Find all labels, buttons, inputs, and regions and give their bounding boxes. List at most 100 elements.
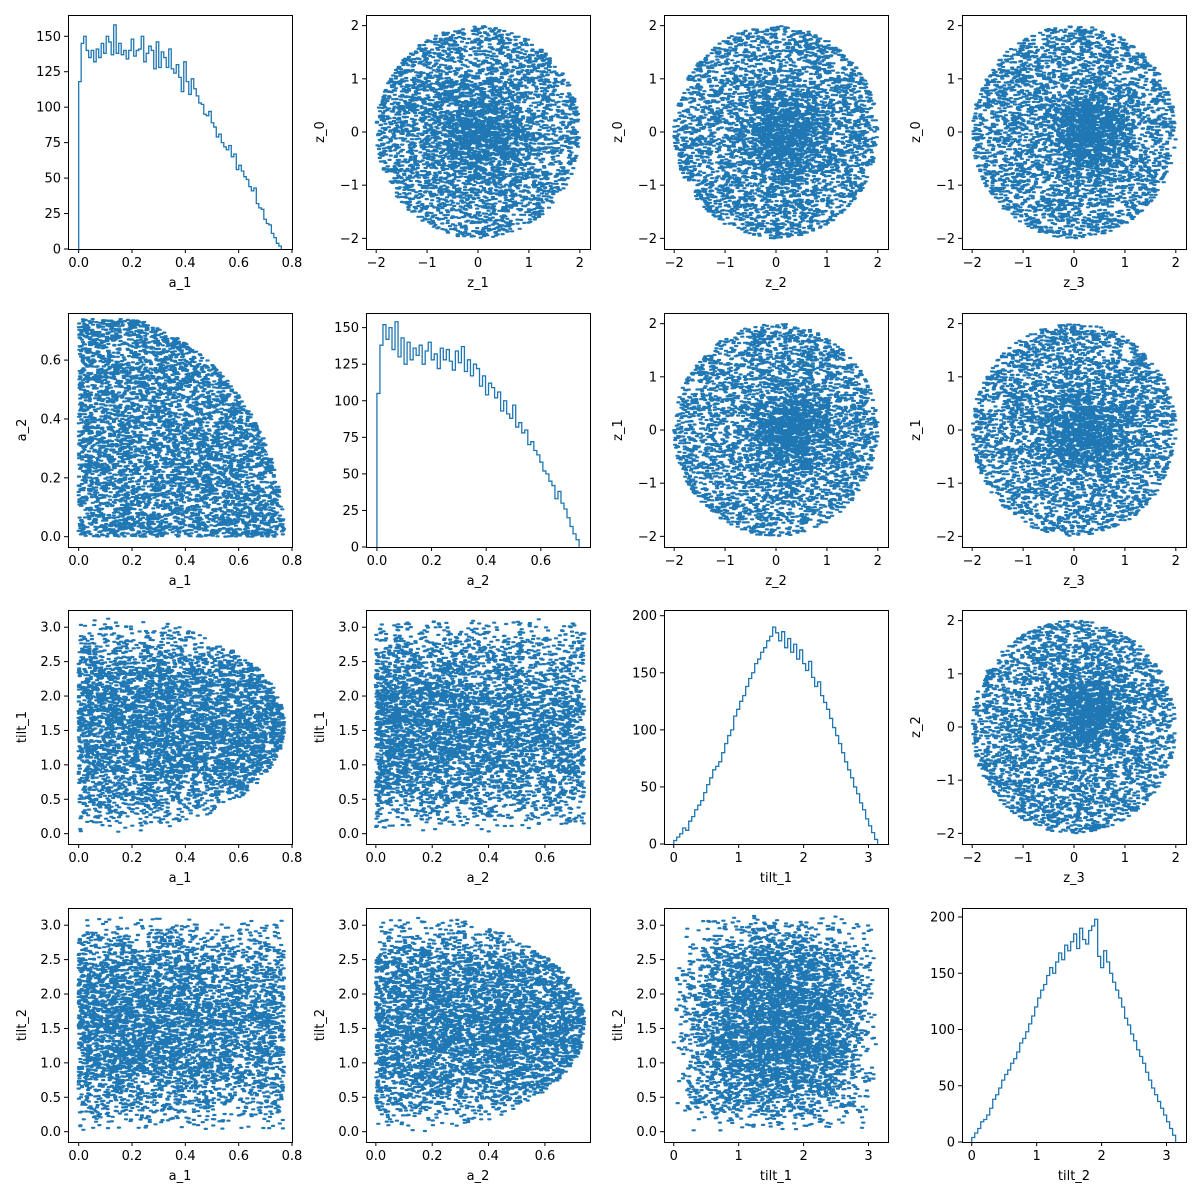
panel-2-0-tilt1-vs-a1: 0.0 0.2 0.4 0.6 0.8 0.0 0.5 1.0 1.5 2.0 2.5 3.0 a_1 t… [15, 610, 302, 886]
panel-2-3-plot-area [970, 619, 1177, 835]
panel-1-2-xtick-label: 2 [874, 554, 882, 569]
panel-3-2-xtick-label: 3 [864, 1149, 872, 1164]
panel-1-0-ytick-label: 0.4 [40, 412, 61, 427]
panel-2-1-xtick-label: 0.6 [535, 851, 556, 866]
panel-3-3-xlabel: tilt_2 [1058, 1169, 1090, 1184]
panel-0-2-ytick-label: −1 [638, 179, 657, 194]
panel-0-2-ytick-label: 0 [649, 126, 657, 141]
panel-1-2-ytick-label: −2 [638, 530, 657, 545]
panel-3-3-ytick-label: 0 [947, 1136, 955, 1151]
panel-3-0-xtick-label: 0.8 [282, 1149, 303, 1164]
panel-3-1-ylabel: tilt_2 [313, 1009, 328, 1041]
panel-2-3-ytick-label: 1 [947, 667, 955, 682]
panel-3-1-xtick-label: 0.6 [535, 1149, 556, 1164]
panel-0-2-ytick-label: −2 [638, 232, 657, 247]
panel-2-1-ytick-label: 1.5 [338, 724, 359, 739]
panel-0-1-xtick-label: 0 [474, 256, 482, 271]
panel-1-3-ytick-label: 1 [947, 370, 955, 385]
panel-3-2-xlabel: tilt_1 [760, 1169, 792, 1184]
panel-1-2-ytick-label: −1 [638, 477, 657, 492]
panel-3-2-ytick-label: 2.0 [636, 988, 657, 1003]
panel-3-1-xtick-label: 0.2 [422, 1149, 443, 1164]
panel-0-2-ylabel: z_0 [611, 121, 626, 143]
panel-0-0-xtick-label: 0.8 [282, 256, 303, 271]
panel-1-3-xtick-label: 1 [1121, 554, 1129, 569]
panel-0-2-z0-vs-z2: −2 −1 0 1 2 −2 −1 0 1 2 z_2 z_0 [611, 15, 889, 291]
panel-2-2-hist-tilt1: 0 1 2 3 0 50 100 150 200 tilt_1 [632, 609, 889, 886]
panel-1-2-ytick-label: 1 [649, 370, 657, 385]
panel-2-2-xtick-label: 3 [864, 851, 872, 866]
panel-0-1-ytick-label: −1 [340, 179, 359, 194]
panel-0-1-ylabel: z_0 [313, 121, 328, 143]
panel-2-1-tilt1-vs-a2: 0.0 0.2 0.4 0.6 0.0 0.5 1.0 1.5 2.0 2.5 3.0 a_2 tilt… [313, 610, 591, 886]
panel-1-1-plot-area [376, 321, 580, 547]
panel-0-0-ytick-label: 150 [36, 30, 61, 45]
panel-2-2-xlabel: tilt_1 [760, 871, 792, 886]
panel-0-3-ytick-label: 1 [947, 72, 955, 87]
panel-3-0-ylabel: tilt_2 [15, 1009, 30, 1041]
panel-3-0-xtick-label: 0.4 [175, 1149, 196, 1164]
panel-3-3-plot-area [971, 918, 1177, 1142]
panel-1-0-ytick-label: 0.2 [40, 471, 61, 486]
panel-3-0-xtick-label: 0.0 [68, 1149, 89, 1164]
panel-1-1-axes-frame [366, 313, 591, 548]
panel-1-3-ylabel: z_1 [909, 419, 924, 441]
panel-2-1-xtick-label: 0.0 [366, 851, 387, 866]
panel-1-0-ytick-label: 0.0 [40, 530, 61, 545]
panel-3-2-ytick-label: 0.5 [636, 1091, 657, 1106]
panel-1-1-ytick-label: 25 [342, 504, 359, 519]
panel-1-3-scatter-points [970, 323, 1178, 537]
panel-0-1-plot-area [374, 25, 581, 239]
panel-1-2-xtick-label: −1 [716, 554, 735, 569]
panel-2-1-ytick-label: 0.5 [338, 793, 359, 808]
panel-2-0-ylabel: tilt_1 [15, 711, 30, 743]
panel-0-3-ytick-label: 2 [947, 19, 955, 34]
panel-0-3-ytick-label: 0 [947, 126, 955, 141]
panel-1-2-scatter-points [672, 323, 880, 537]
panel-1-1-ytick-label: 75 [342, 431, 359, 446]
panel-0-3-ylabel: z_0 [909, 121, 924, 143]
panel-2-0-plot-area [76, 617, 287, 833]
panel-1-0-xlabel: a_1 [169, 574, 192, 589]
panel-3-2-tilt2-vs-tilt1: 0 1 2 3 0.0 0.5 1.0 1.5 2.0 2.5 3.0 tilt_1 tilt_2 [611, 908, 889, 1184]
panel-3-1-ytick-label: 3.0 [338, 919, 359, 934]
panel-3-0-plot-area [76, 916, 287, 1131]
panel-0-1-scatter-points [374, 25, 581, 239]
panel-3-2-ytick-label: 1.5 [636, 1022, 657, 1037]
panel-2-2-ytick-label: 0 [649, 838, 657, 853]
panel-3-3-ytick-label: 150 [930, 967, 955, 982]
panel-3-0-ytick-label: 3.0 [40, 919, 61, 934]
panel-1-2-ylabel: z_1 [611, 419, 626, 441]
panel-1-2-ytick-label: 2 [649, 317, 657, 332]
panel-1-0-xtick-label: 0.0 [68, 554, 89, 569]
panel-1-3-xlabel: z_3 [1063, 574, 1085, 589]
panel-0-1-xtick-label: −1 [418, 256, 437, 271]
panel-0-0-xtick-label: 0.0 [68, 256, 89, 271]
panel-1-2-plot-area [672, 323, 880, 537]
panel-1-1-ytick-label: 125 [334, 358, 359, 373]
panel-3-3-hist-tilt2: 0 1 2 3 0 50 100 150 200 tilt_2 [930, 908, 1187, 1184]
panel-0-0-axes-frame [68, 15, 293, 250]
panel-3-1-ytick-label: 2.0 [338, 988, 359, 1003]
panel-2-0-xtick-label: 0.4 [175, 851, 196, 866]
panel-0-2-xtick-label: 0 [772, 256, 780, 271]
panel-1-0-ytick-label: 0.6 [40, 354, 61, 369]
panel-2-2-plot-area [673, 626, 879, 844]
panel-2-1-ylabel: tilt_1 [313, 711, 328, 743]
panel-0-2-xlabel: z_2 [765, 276, 787, 291]
panel-1-0-axes-frame [68, 313, 293, 548]
panel-3-2-ytick-label: 2.5 [636, 953, 657, 968]
panel-0-3-xtick-label: 1 [1121, 256, 1129, 271]
panel-1-1-xtick-label: 0.6 [530, 554, 551, 569]
panel-1-1-xtick-label: 0.0 [367, 554, 388, 569]
panel-1-3-xtick-label: 2 [1172, 554, 1180, 569]
panel-1-3-ytick-label: −2 [936, 530, 955, 545]
panel-1-1-xtick-label: 0.2 [421, 554, 442, 569]
panel-1-3-xtick-label: 0 [1070, 554, 1078, 569]
panel-0-1-xlabel: z_1 [467, 276, 489, 291]
panel-0-3-plot-area [971, 25, 1178, 240]
panel-2-0-xlabel: a_1 [169, 871, 192, 886]
panel-0-3-z0-vs-z3: −2 −1 0 1 2 −2 −1 0 1 2 z_3 z_0 [909, 15, 1187, 291]
panel-0-3-xtick-label: −2 [963, 256, 982, 271]
